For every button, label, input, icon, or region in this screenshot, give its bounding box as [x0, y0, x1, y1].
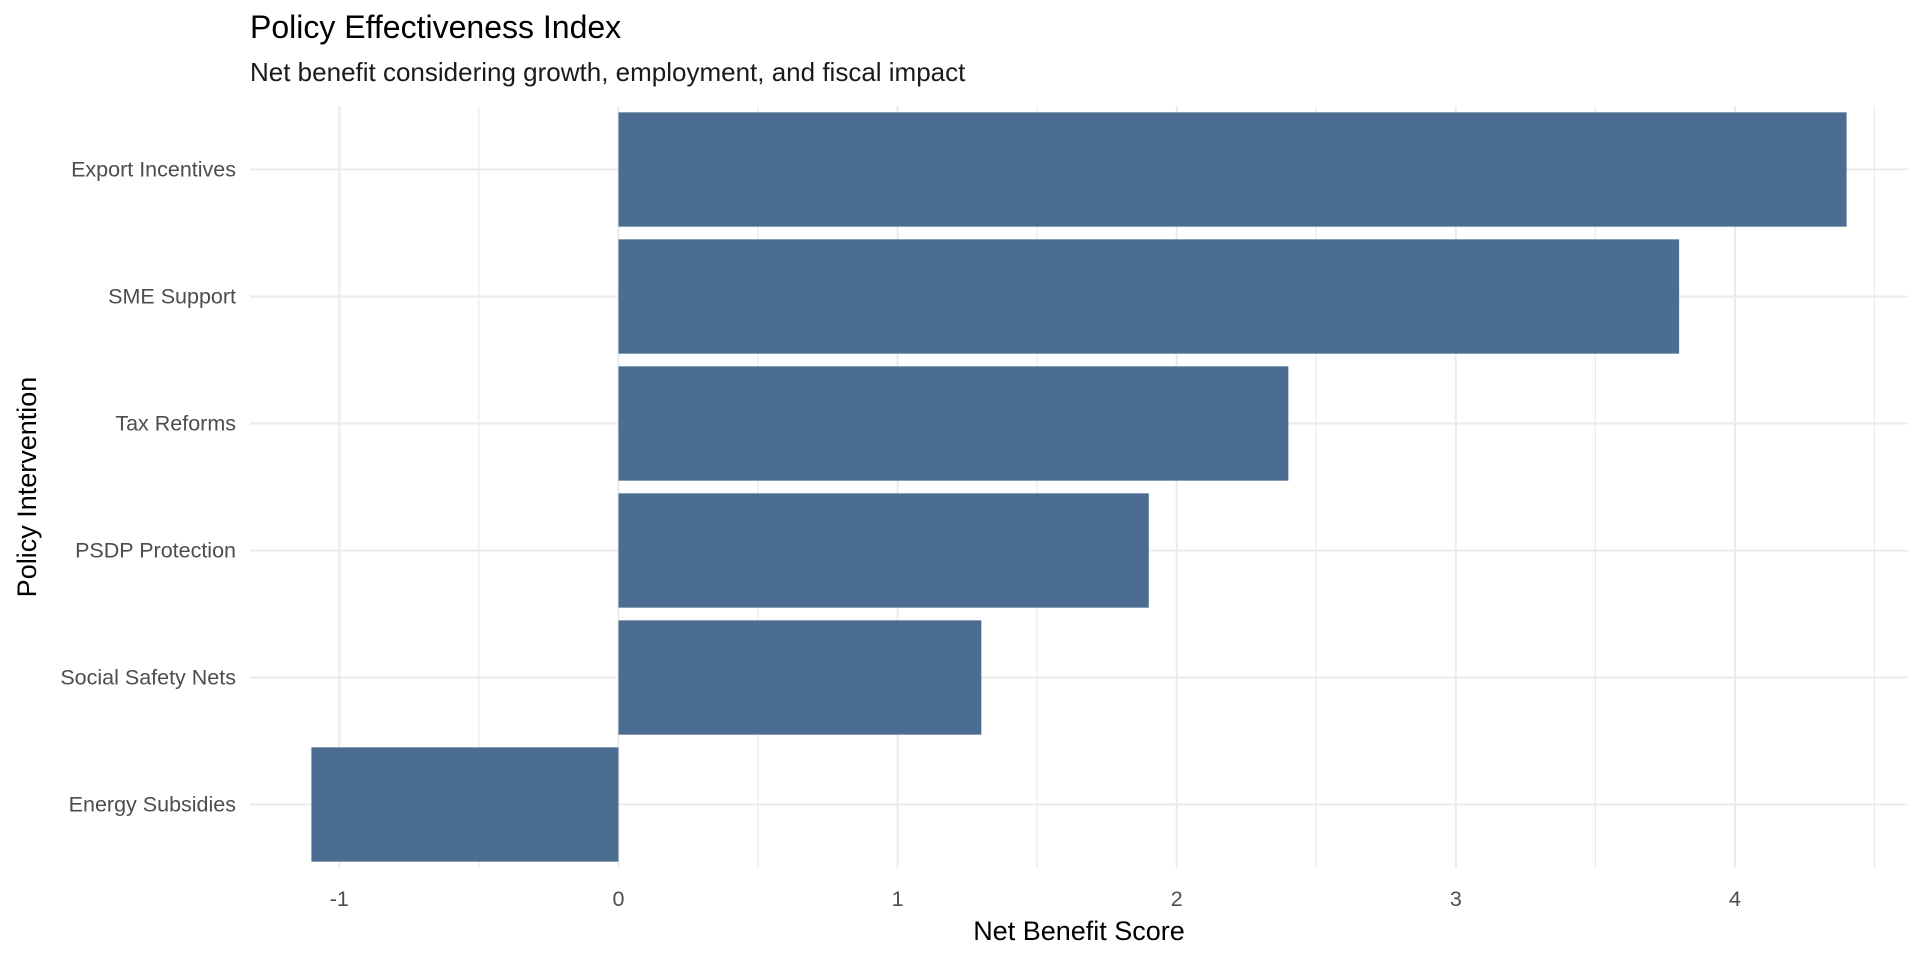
x-tick-label: -1	[330, 887, 349, 911]
y-tick-label: Tax Reforms	[115, 412, 236, 436]
x-tick-label: 3	[1450, 887, 1462, 911]
y-axis-tick-labels: Export Incentives SME Support Tax Reforms P…	[60, 158, 236, 817]
x-tick-label: 2	[1171, 887, 1183, 911]
chart-title: Policy Effectiveness Index	[250, 9, 622, 45]
y-tick-label: Export Incentives	[71, 158, 236, 182]
x-tick-label: 4	[1729, 887, 1741, 911]
y-tick-label: Social Safety Nets	[60, 666, 236, 690]
bar	[618, 620, 982, 735]
x-tick-label: 0	[612, 887, 624, 911]
x-tick-label: 1	[892, 887, 904, 911]
bar	[618, 493, 1149, 608]
bar	[618, 112, 1847, 227]
x-axis-tick-labels: -1 0 1 2 3 4	[330, 887, 1741, 911]
y-tick-label: Energy Subsidies	[69, 793, 236, 817]
chart-subtitle: Net benefit considering growth, employme…	[250, 57, 966, 87]
y-axis-title: Policy Intervention	[12, 377, 42, 598]
y-tick-label: PSDP Protection	[75, 539, 236, 563]
bar	[618, 239, 1680, 354]
bar	[311, 747, 619, 862]
minor-gridlines	[478, 106, 1876, 868]
bars	[311, 112, 1847, 862]
y-tick-label: SME Support	[108, 285, 236, 309]
x-axis-title: Net Benefit Score	[973, 916, 1185, 946]
bar	[618, 366, 1289, 481]
